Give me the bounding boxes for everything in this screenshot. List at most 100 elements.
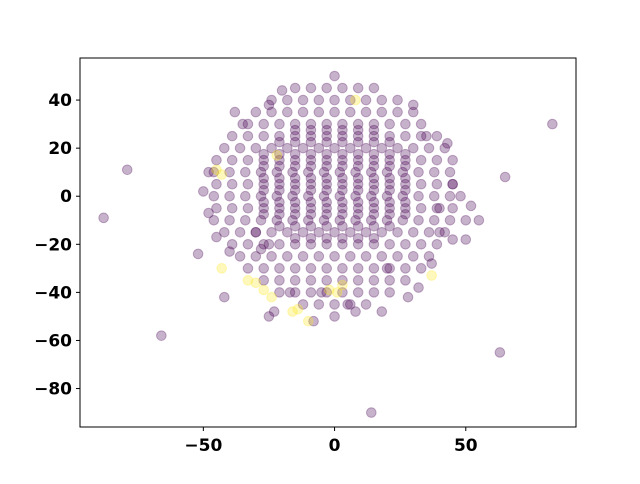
point	[428, 166, 440, 178]
point	[266, 94, 277, 106]
point	[224, 166, 235, 178]
point	[415, 263, 427, 274]
y-axis: 40 20 0 −20 −40 −60 −80	[34, 91, 80, 400]
point	[499, 171, 511, 183]
point	[431, 130, 443, 142]
point	[274, 263, 285, 274]
point	[250, 142, 262, 154]
point	[321, 239, 332, 250]
point	[366, 190, 377, 202]
point	[331, 287, 343, 298]
point	[368, 172, 380, 184]
point	[208, 190, 220, 202]
point	[431, 154, 443, 166]
point	[329, 251, 340, 262]
point	[289, 184, 301, 196]
point	[337, 208, 348, 220]
point	[431, 239, 443, 250]
point	[274, 208, 285, 220]
point	[447, 178, 458, 190]
point	[415, 239, 427, 250]
point	[219, 226, 230, 238]
point	[350, 190, 361, 202]
point	[321, 154, 332, 166]
point	[203, 207, 214, 219]
point	[242, 239, 254, 250]
point	[337, 232, 348, 244]
point	[352, 239, 364, 250]
point	[381, 166, 393, 178]
point	[352, 130, 364, 142]
point	[368, 239, 380, 250]
point	[255, 166, 267, 178]
point	[216, 169, 228, 180]
point	[266, 226, 277, 238]
point	[305, 178, 317, 190]
point	[360, 299, 372, 310]
point	[321, 275, 332, 286]
point	[392, 226, 403, 238]
point	[368, 160, 380, 172]
point	[237, 118, 249, 130]
point	[384, 184, 395, 196]
point	[381, 214, 393, 226]
point	[352, 196, 364, 208]
point	[352, 82, 364, 94]
point	[321, 130, 332, 142]
point	[216, 263, 228, 274]
point	[268, 306, 280, 317]
point	[250, 251, 262, 262]
point	[400, 160, 411, 172]
point	[337, 239, 348, 250]
point	[305, 239, 317, 250]
point	[321, 172, 332, 184]
point	[297, 106, 309, 118]
point	[337, 154, 348, 166]
point	[352, 154, 364, 166]
point	[400, 239, 411, 250]
point	[234, 142, 246, 154]
point	[305, 124, 317, 136]
point	[384, 136, 395, 148]
point	[313, 251, 325, 262]
point	[350, 166, 361, 178]
point	[397, 190, 409, 202]
point	[360, 251, 372, 262]
point	[376, 226, 388, 238]
point	[465, 200, 477, 212]
point	[321, 202, 332, 214]
point	[368, 202, 380, 214]
point	[258, 284, 270, 296]
point	[384, 196, 395, 208]
point	[271, 214, 283, 226]
y-tick-label: −80	[34, 380, 72, 400]
point	[368, 124, 380, 136]
point	[334, 190, 346, 202]
point	[381, 263, 393, 274]
point	[366, 166, 377, 178]
point	[400, 148, 411, 160]
point	[360, 226, 372, 238]
point	[337, 263, 348, 274]
point	[329, 226, 340, 238]
point	[321, 160, 332, 172]
point	[337, 202, 348, 214]
point	[342, 299, 353, 310]
point	[258, 263, 270, 274]
point	[439, 142, 451, 154]
point	[368, 148, 380, 160]
point	[431, 202, 443, 214]
point	[337, 275, 348, 286]
y-tick-label: 20	[48, 139, 72, 159]
point	[337, 148, 348, 160]
point	[224, 190, 235, 202]
point	[337, 178, 348, 190]
point	[308, 315, 319, 327]
point	[240, 166, 251, 178]
point	[434, 202, 445, 214]
point	[368, 184, 380, 196]
point	[274, 148, 285, 160]
point	[263, 311, 275, 322]
point	[352, 220, 364, 232]
